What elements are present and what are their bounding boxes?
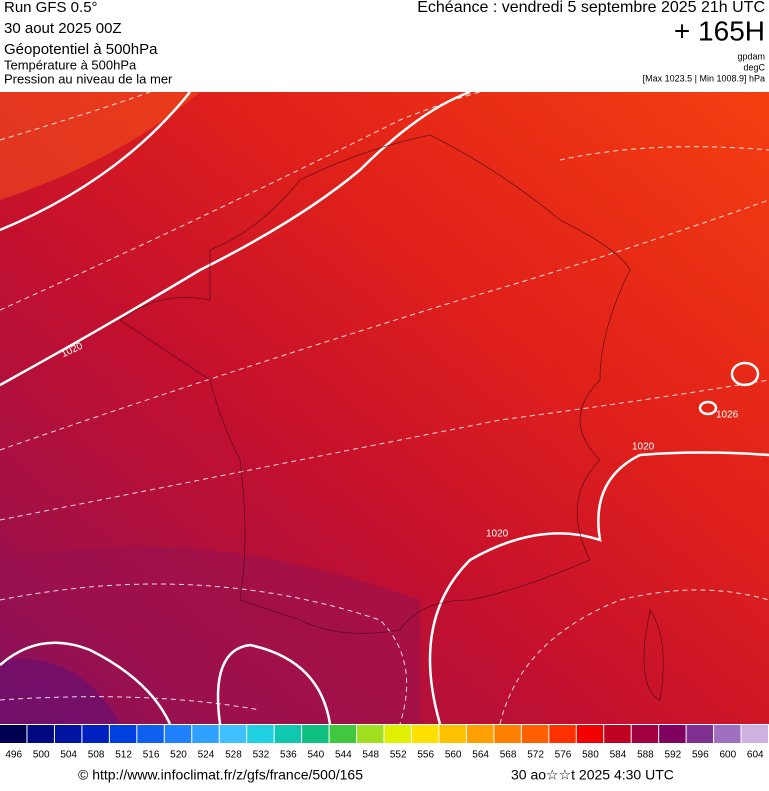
scale-label: 544 xyxy=(335,750,352,761)
scale-swatch xyxy=(137,725,164,743)
scale-label: 592 xyxy=(665,750,682,761)
scale-label: 532 xyxy=(253,750,270,761)
scale-swatch xyxy=(659,725,686,743)
scale-swatch xyxy=(604,725,631,743)
scale-label: 520 xyxy=(170,750,187,761)
scale-label: 536 xyxy=(280,750,297,761)
scale-swatch xyxy=(274,725,302,743)
scale-swatch xyxy=(247,725,274,743)
run-date: 30 aout 2025 00Z xyxy=(4,20,122,37)
scale-swatch xyxy=(302,725,329,743)
unit: gpdam xyxy=(737,51,765,61)
scale-swatch xyxy=(631,725,659,743)
scale-swatch xyxy=(192,725,219,743)
scale-label: 604 xyxy=(747,750,764,761)
subtitle: Température à 500hPa xyxy=(4,57,137,72)
scale-swatch xyxy=(27,725,54,743)
scale-label: 560 xyxy=(445,750,462,761)
scale-swatch xyxy=(82,725,109,743)
scale-swatch xyxy=(494,725,521,743)
run: Run GFS 0.5° xyxy=(4,0,98,16)
scale-label: 572 xyxy=(527,750,544,761)
scale-swatch xyxy=(521,725,549,743)
scale-label: 600 xyxy=(719,750,736,761)
contour-label: 1020 xyxy=(632,442,655,453)
scale-label: 524 xyxy=(198,750,215,761)
scale-swatch xyxy=(329,725,357,743)
contour-label: 1020 xyxy=(486,529,509,540)
scale-swatch xyxy=(686,725,714,743)
scale-swatch xyxy=(411,725,439,743)
scale-swatch xyxy=(466,725,494,743)
color-scale: 496 500 504 508 512 516 520 524 528 532 536 540 544 5… xyxy=(0,725,768,761)
scale-swatch xyxy=(549,725,576,743)
unit: degC xyxy=(743,62,765,72)
scale-swatch xyxy=(439,725,466,743)
scale-label: 588 xyxy=(637,750,654,761)
scale-swatch xyxy=(109,725,137,743)
map: 1020 1026 1020 1020 xyxy=(0,90,769,725)
scale-swatch xyxy=(714,725,741,743)
lead-time: + 165H xyxy=(674,15,765,46)
scale-label: 508 xyxy=(88,750,105,761)
contour-label: 1026 xyxy=(716,410,739,421)
scale-swatch xyxy=(54,725,82,743)
scale-swatch xyxy=(164,725,192,743)
pressure-range: [Max 1023.5 | Min 1008.9] hPa xyxy=(643,73,765,83)
scale-label: 548 xyxy=(362,750,379,761)
scale-swatch xyxy=(0,725,27,743)
scale-label: 584 xyxy=(610,750,627,761)
subtitle: Pression au niveau de la mer xyxy=(4,71,173,86)
scale-label: 552 xyxy=(390,750,407,761)
scale-label: 576 xyxy=(555,750,572,761)
footer-time: 30 ao☆☆t 2025 4:30 UTC xyxy=(511,767,674,783)
scale-label: 496 xyxy=(5,750,22,761)
footer-url: © http://www.infoclimat.fr/z/gfs/france/… xyxy=(78,767,363,783)
scale-swatch xyxy=(576,725,604,743)
scale-label: 500 xyxy=(33,750,50,761)
scale-label: 564 xyxy=(472,750,489,761)
title: Géopotentiel à 500hPa xyxy=(4,41,158,58)
scale-label: 540 xyxy=(307,750,324,761)
scale-label: 504 xyxy=(60,750,77,761)
scale-label: 528 xyxy=(225,750,242,761)
scale-label: 580 xyxy=(582,750,599,761)
scale-label: 596 xyxy=(692,750,709,761)
scale-swatch xyxy=(219,725,247,743)
scale-swatch xyxy=(357,725,384,743)
scale-label: 568 xyxy=(500,750,517,761)
scale-swatch xyxy=(741,725,768,743)
scale-swatch xyxy=(384,725,411,743)
scale-label: 556 xyxy=(417,750,434,761)
scale-label: 516 xyxy=(143,750,160,761)
scale-label: 512 xyxy=(115,750,132,761)
echeance: Echéance : vendredi 5 septembre 2025 21h… xyxy=(417,0,765,16)
